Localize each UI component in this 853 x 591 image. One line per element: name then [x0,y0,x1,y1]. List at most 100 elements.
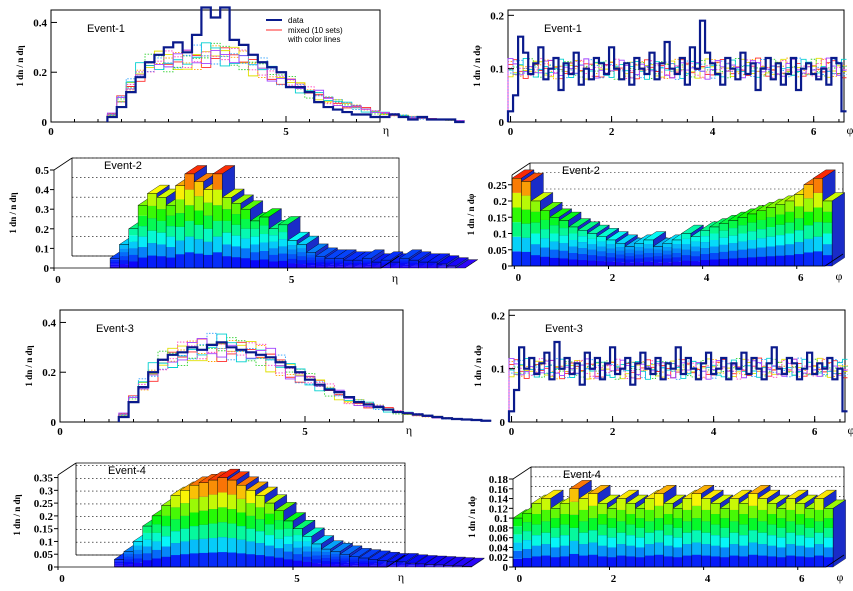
y-tick-label: 0.1 [39,536,53,548]
bar-front-segment [643,253,654,258]
y-tick-label: 0 [502,261,508,273]
bar-front-segment [343,260,353,262]
bar-front-segment [399,261,410,264]
bar-front-segment [616,544,626,556]
bar-front-segment [663,545,674,557]
bar-front-segment [184,189,195,206]
bar-front-segment [427,265,438,267]
bar-front-segment [208,523,218,539]
bar-front-segment [540,256,550,266]
event-label: Event-2 [104,160,142,172]
bar-front-segment [110,263,120,265]
bar-front-segment [110,264,120,267]
bar-outline [823,508,834,568]
bar-front-segment [700,260,710,266]
bar-front-segment [578,532,589,545]
bar-front-segment [720,518,730,528]
bar-front-segment [142,526,152,533]
bar-front-segment [287,240,297,246]
bar-front-segment [568,246,578,253]
bar-front-segment [324,264,335,267]
bar-front-segment [775,255,785,266]
bar-front-segment [682,509,692,522]
bar-front-segment [180,528,190,542]
bar-front-segment [775,224,785,236]
bar-front-segment [334,264,344,267]
bar-front-segment [757,509,768,522]
bar-front-segment [368,565,378,567]
bar-front-segment [569,553,579,567]
bar-front-segment [217,507,228,523]
bar-front-segment [184,173,195,190]
bar-front-segment [635,518,645,528]
bar-front-segment [194,253,204,268]
bar-front-segment [549,241,560,250]
bar-front-segment [634,247,644,251]
bar-front-segment [302,541,312,547]
bar-front-segment [340,556,350,559]
y-tick-label: 0 [500,417,506,429]
y-tick-label: 0.14 [489,494,509,506]
bar-front-segment [654,542,664,555]
bar-front-segment [644,509,655,522]
bar-front-segment [352,260,363,262]
bar-front-segment [785,509,796,522]
bar-front-segment [231,224,241,236]
bar-front-segment [138,205,148,216]
bar-front-segment [409,260,419,262]
bar-front-segment [653,259,663,263]
bar-front-segment [822,211,833,223]
bar-front-segment [625,524,636,536]
bar-front-segment [250,244,260,253]
bar-front-segment [352,265,363,267]
bar-front-segment [719,237,729,245]
bar-front-segment [170,543,181,556]
bar-front-segment [785,555,796,567]
bar-front-segment [147,255,157,268]
bar-front-segment [194,210,204,225]
bar-front-segment [283,528,293,537]
bar-front-segment [321,564,331,567]
bar-front-segment [387,562,397,564]
bar-front-segment [691,505,702,519]
bar-front-segment [597,524,608,536]
bar-front-segment [362,266,372,268]
bar-front-segment [302,556,312,562]
bar-front-segment [203,241,213,255]
bar-front-segment [663,514,674,525]
y-tick-label: 0.2 [35,224,49,236]
bar-front-segment [418,267,428,268]
bar-front-segment [293,535,303,542]
bar-front-segment [396,566,406,567]
bar-front-segment [352,264,363,266]
event-label: Event-1 [544,23,582,35]
bar-front-segment [634,258,644,263]
y-tick-label: 0.2 [39,511,53,523]
bar-front-segment [268,254,279,262]
bar-front-segment [227,494,237,510]
bar-front-segment [794,242,804,255]
bar-front-segment [531,545,542,557]
x-axis-label: φ [847,123,853,137]
x-tick-label: 2 [611,573,617,585]
bar-front-segment [156,232,167,245]
bar-front-segment [512,207,522,223]
bar-front-segment [142,553,152,561]
bar-front-segment [371,262,381,264]
bar-front-segment [184,252,195,268]
bar-front-segment [795,545,805,557]
bar-front-segment [405,565,416,567]
data-series-line [106,6,465,124]
bar-front-segment [268,228,279,236]
bar-front-segment [560,503,570,515]
bar-front-segment [340,554,350,557]
bar-front-segment [396,564,406,566]
bar-front-segment [624,249,635,253]
bar-front-segment [625,514,636,525]
bar-front-segment [415,564,425,566]
y-tick-label: 0.4 [42,317,56,329]
legend-entry: data [288,16,304,25]
bar-front-segment [560,545,570,557]
bar-front-segment [189,512,199,527]
bar-front-segment [719,223,729,231]
